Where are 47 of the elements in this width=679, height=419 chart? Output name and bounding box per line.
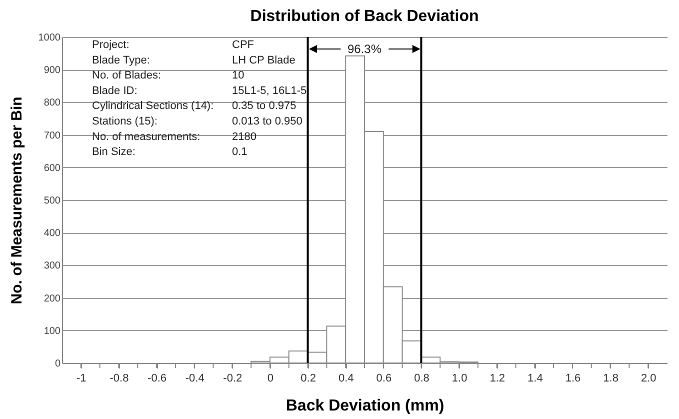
x-tick-label: -0.6 (148, 372, 167, 384)
y-tick-label: 600 (44, 162, 61, 174)
y-tick-label: 0 (54, 358, 61, 370)
annotation: Blade ID: (92, 84, 138, 97)
annotation: 0.1 (232, 146, 248, 158)
annotation: LH CP Blade (232, 54, 296, 66)
annotation: Cylindrical Sections (14): (92, 100, 214, 112)
annotation: No. of Blades: (92, 70, 162, 82)
x-tick-label: 1.0 (452, 372, 468, 384)
x-tick-label: -0.4 (185, 372, 204, 384)
annotation: 10 (232, 70, 244, 82)
annotation: No. of measurements: (92, 130, 200, 143)
annotation: Blade Type: (92, 54, 150, 66)
x-tick-label: 0.4 (338, 372, 354, 384)
annotation: Stations (15): (92, 116, 158, 128)
x-tick-label: 1.8 (603, 372, 618, 384)
chart-title: Distribution of Back Deviation (250, 8, 479, 25)
y-tick-label: 300 (44, 260, 61, 272)
x-tick-label: 0 (267, 372, 274, 384)
y-tick-label: 100 (44, 326, 61, 337)
x-axis-title: Back Deviation (mm) (286, 398, 444, 414)
x-tick-label: 0.8 (414, 372, 430, 384)
annotation: Project: (92, 39, 130, 51)
annotation: 2180 (232, 130, 256, 143)
x-tick-label: 0.6 (376, 372, 392, 384)
x-tick-label: -0.2 (223, 372, 242, 384)
annotation: 0.35 to 0.975 (232, 100, 296, 112)
x-tick-label: 0.2 (300, 372, 316, 384)
y-tick-label: 700 (44, 130, 61, 142)
y-tick-label: 200 (44, 293, 61, 304)
y-tick-label: 400 (44, 228, 61, 240)
x-tick-label: 1.6 (565, 372, 581, 384)
annotation: Bin Size: (92, 146, 136, 158)
annotation: 15L1-5, 16L1-5 (232, 84, 307, 97)
annotation: 0.013 to 0.950 (232, 116, 302, 128)
y-axis-title: No. of Measurements per Bin (8, 96, 26, 304)
y-tick-label: 900 (44, 65, 61, 76)
x-tick-label: 2.0 (640, 372, 656, 384)
x-tick-label: -0.8 (110, 372, 129, 384)
y-tick-label: 1000 (38, 32, 61, 44)
annotation: 96.3% (347, 42, 382, 56)
annotation: CPF (232, 39, 254, 51)
y-tick-label: 500 (44, 196, 61, 206)
y-tick-label: 800 (44, 98, 61, 109)
x-tick-label: 1.4 (528, 372, 543, 384)
x-tick-label: 1.2 (490, 372, 505, 384)
x-tick-label: -1 (76, 372, 86, 384)
